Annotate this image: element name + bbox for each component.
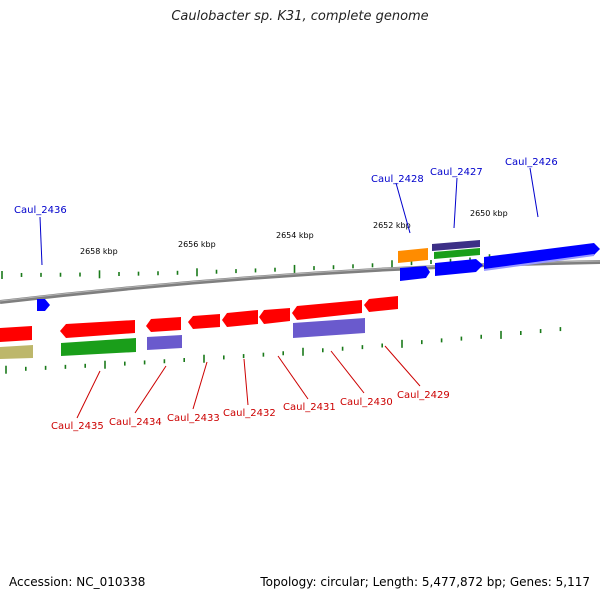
gene-caul-2436[interactable]	[37, 299, 50, 311]
gene-caul-2427[interactable]	[432, 240, 480, 251]
gene-caul-2431[interactable]	[222, 310, 258, 327]
gene-caul-2427-blue[interactable]	[435, 259, 483, 276]
scale-label-2656: 2656 kbp	[178, 240, 216, 249]
gene-caul-2433-purple[interactable]	[147, 335, 182, 350]
topology-text: Topology: circular; Length: 5,477,872 bp…	[260, 575, 590, 589]
scale-label-2658: 2658 kbp	[80, 247, 118, 256]
gene-caul-2430[interactable]	[259, 308, 290, 324]
label-caul-2428[interactable]: Caul_2428	[371, 174, 424, 185]
label-caul-2433[interactable]: Caul_2433	[167, 413, 220, 424]
gene-caul-2434-green[interactable]	[61, 338, 136, 356]
page-title: Caulobacter sp. K31, complete genome	[171, 9, 429, 24]
label-caul-2427[interactable]: Caul_2427	[430, 167, 483, 178]
inner-tick-track	[5, 327, 562, 374]
genome-backbone	[0, 260, 600, 304]
gene-caul-2432[interactable]	[188, 314, 220, 329]
gene-caul-2434[interactable]	[60, 320, 135, 338]
gene-caul-2435[interactable]	[0, 326, 32, 342]
accession-text: Accession: NC_010338	[9, 575, 146, 589]
gene-caul-2430-purple[interactable]	[293, 318, 365, 338]
forward-track	[37, 240, 600, 311]
gene-caul-2433[interactable]	[146, 317, 181, 332]
gene-caul-2426[interactable]	[484, 243, 600, 270]
label-caul-2436[interactable]: Caul_2436	[14, 205, 67, 216]
outer-tick-track	[1, 250, 569, 279]
label-caul-2434[interactable]: Caul_2434	[109, 417, 162, 428]
leader-lines	[39, 167, 539, 419]
label-caul-2432[interactable]: Caul_2432	[223, 408, 276, 419]
label-caul-2430[interactable]: Caul_2430	[340, 397, 393, 408]
gene-caul-2426-shade	[483, 254, 595, 271]
scale-label-2652: 2652 kbp	[373, 221, 411, 230]
gene-caul-2428[interactable]	[398, 248, 428, 263]
label-caul-2435[interactable]: Caul_2435	[51, 421, 104, 432]
gene-caul-2430-main[interactable]	[292, 300, 362, 320]
gene-labels: Caul_2436 Caul_2428 Caul_2427 Caul_2426 …	[14, 157, 558, 432]
gene-caul-2429[interactable]	[364, 296, 398, 312]
label-caul-2426[interactable]: Caul_2426	[505, 157, 558, 168]
gene-caul-2427-green[interactable]	[434, 248, 480, 259]
gene-caul-2428-lower[interactable]	[400, 266, 430, 281]
label-caul-2429[interactable]: Caul_2429	[397, 390, 450, 401]
reverse-track	[0, 296, 398, 359]
label-caul-2431[interactable]: Caul_2431	[283, 402, 336, 413]
scale-label-2654: 2654 kbp	[276, 231, 314, 240]
gene-caul-2435-olive[interactable]	[0, 345, 33, 359]
scale-label-2650: 2650 kbp	[470, 209, 508, 218]
